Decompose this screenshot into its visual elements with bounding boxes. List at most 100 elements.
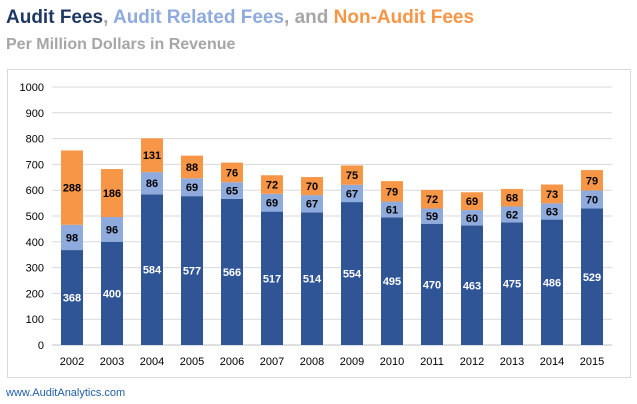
bar-segment-non-audit-fees — [181, 155, 203, 179]
y-tick-label: 700 — [26, 159, 44, 171]
data-label: 495 — [383, 276, 401, 288]
bar-segment-audit-fees — [261, 211, 283, 345]
data-label: 67 — [306, 199, 318, 211]
bar-segment-audit-related-fees — [221, 182, 243, 199]
data-label: 470 — [423, 279, 441, 291]
data-label: 577 — [183, 266, 201, 278]
data-label: 70 — [306, 181, 318, 193]
data-label: 61 — [386, 204, 398, 216]
data-label: 98 — [66, 232, 78, 244]
bar-segment-audit-related-fees — [101, 217, 123, 242]
data-label: 368 — [63, 293, 81, 305]
bar-segment-audit-fees — [221, 198, 243, 345]
stacked-bar-chart: 0 100 200 300 400 500 600 700 800 900 1000 368 98 288… — [20, 82, 612, 368]
bar-segment-audit-fees — [301, 212, 323, 345]
bar-segment-non-audit-fees — [421, 189, 443, 209]
y-tick-label: 600 — [26, 185, 44, 197]
y-tick-label: 800 — [26, 134, 44, 146]
data-label: 486 — [543, 277, 561, 289]
data-label: 463 — [463, 280, 481, 292]
bar-segment-audit-related-fees — [261, 193, 283, 212]
x-tick-label: 2015 — [580, 356, 604, 368]
x-tick-label: 2011 — [420, 356, 444, 368]
y-tick-label: 500 — [26, 211, 44, 223]
bar-segment-audit-fees — [501, 222, 523, 345]
bar-segment-non-audit-fees — [501, 188, 523, 207]
x-tick-label: 2005 — [180, 356, 204, 368]
bar-segment-non-audit-fees — [141, 138, 163, 173]
footer-url[interactable]: www.AuditAnalytics.com — [6, 387, 126, 399]
data-label: 67 — [346, 188, 358, 200]
bar-segment-audit-related-fees — [341, 184, 363, 203]
bar-segment-non-audit-fees — [61, 150, 83, 225]
data-label: 72 — [426, 194, 438, 206]
bar-segment-audit-related-fees — [141, 172, 163, 195]
data-label: 63 — [546, 206, 558, 218]
chart-subtitle: Per Million Dollars in Revenue — [6, 36, 236, 53]
data-label: 584 — [143, 265, 162, 277]
title-non-audit-fees: Non-Audit Fees — [333, 7, 475, 28]
x-tick-label: 2014 — [540, 356, 564, 368]
bar-segment-non-audit-fees — [101, 169, 123, 218]
bar-segment-audit-related-fees — [461, 210, 483, 226]
bar-segment-audit-related-fees — [421, 208, 443, 224]
x-tick-label: 2009 — [340, 356, 364, 368]
data-label: 72 — [266, 180, 278, 192]
data-label: 96 — [106, 224, 118, 236]
data-label: 75 — [346, 170, 358, 182]
bar-segment-non-audit-fees — [221, 162, 243, 183]
bar-segment-audit-related-fees — [381, 201, 403, 218]
y-tick-label: 200 — [26, 288, 44, 300]
chart-title: Audit Fees, Audit Related Fees, and Non-… — [6, 7, 474, 29]
bar-segment-audit-related-fees — [181, 178, 203, 197]
x-tick-label: 2003 — [100, 356, 124, 368]
bar-segment-audit-fees — [101, 241, 123, 345]
bar-segment-non-audit-fees — [581, 170, 603, 191]
bar-segment-non-audit-fees — [341, 165, 363, 185]
bar-segment-audit-related-fees — [581, 190, 603, 209]
data-label: 73 — [546, 189, 558, 201]
x-tick-label: 2008 — [300, 356, 324, 368]
x-tick-label: 2002 — [60, 356, 84, 368]
bar-segment-non-audit-fees — [301, 177, 323, 196]
data-label: 70 — [586, 194, 598, 206]
x-tick-label: 2007 — [260, 356, 284, 368]
data-label: 517 — [263, 273, 281, 285]
bar-segment-non-audit-fees — [541, 184, 563, 204]
data-label: 69 — [466, 196, 478, 208]
bar-segment-audit-fees — [541, 219, 563, 345]
x-tick-label: 2004 — [140, 356, 164, 368]
y-tick-label: 100 — [26, 314, 44, 326]
data-label: 79 — [586, 175, 598, 187]
data-label: 65 — [226, 186, 238, 198]
data-label: 69 — [186, 182, 198, 194]
data-label: 529 — [583, 272, 601, 284]
data-label: 131 — [143, 150, 161, 162]
data-label: 514 — [303, 274, 322, 286]
x-tick-label: 2012 — [460, 356, 484, 368]
data-label: 79 — [386, 186, 398, 198]
bar-segment-audit-fees — [341, 202, 363, 345]
y-tick-label: 0 — [38, 340, 44, 352]
bar-segment-audit-fees — [61, 250, 83, 345]
x-tick-label: 2006 — [220, 356, 244, 368]
bar-segment-audit-fees — [421, 223, 443, 345]
y-tick-label: 400 — [26, 237, 44, 249]
title-separator-2: , and — [284, 7, 334, 28]
data-label: 60 — [466, 213, 478, 225]
y-tick-label: 300 — [26, 263, 44, 275]
bar-segment-audit-related-fees — [541, 203, 563, 220]
bar-segment-audit-fees — [181, 196, 203, 345]
bar-segment-non-audit-fees — [261, 175, 283, 194]
chart-area: 0 100 200 300 400 500 600 700 800 900 1000 368 98 288… — [7, 69, 631, 378]
bar-segment-audit-fees — [581, 208, 603, 345]
y-tick-label: 900 — [26, 108, 44, 120]
bar-segment-non-audit-fees — [381, 181, 403, 202]
bar-segment-audit-fees — [381, 217, 403, 345]
title-audit-related-fees: Audit Related Fees — [112, 7, 285, 28]
title-audit-fees: Audit Fees — [6, 7, 104, 28]
bar-segment-audit-related-fees — [61, 224, 83, 251]
data-label: 186 — [103, 188, 121, 200]
data-label: 69 — [266, 198, 278, 210]
data-label: 86 — [146, 178, 158, 190]
